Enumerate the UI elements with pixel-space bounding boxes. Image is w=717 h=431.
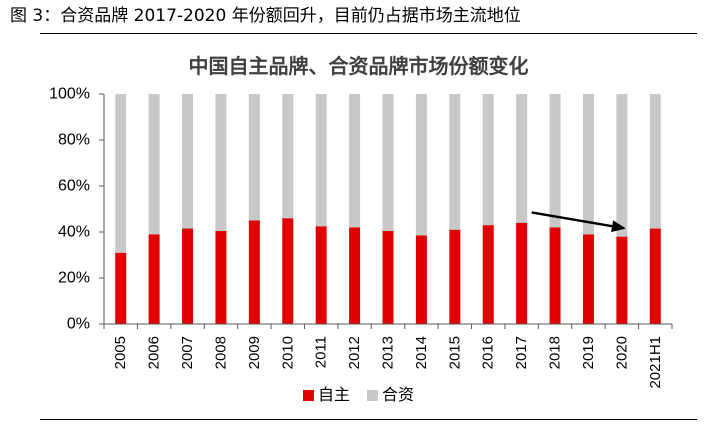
bar-domestic-2021H1 [649, 228, 661, 324]
y-tick-label: 0% [67, 316, 90, 333]
axes-group: 2005 2006 2007 2008 2009 2010 2011 2012 2013 2014… [49, 86, 673, 389]
y-tick-label: 60% [58, 178, 90, 195]
x-tick-label: 2011 [313, 336, 330, 368]
bar-joint-venture-2020 [616, 94, 628, 237]
bar-domestic-2009 [248, 220, 260, 324]
bar-joint-venture-2016 [482, 94, 494, 226]
bar-joint-venture-2015 [449, 94, 461, 230]
x-tick-label: 2005 [112, 336, 129, 369]
bar-domestic-2017 [516, 222, 528, 324]
bar-domestic-2019 [582, 234, 594, 324]
bar-domestic-2008 [215, 230, 227, 324]
bar-domestic-2016 [482, 225, 494, 324]
legend-label-domestic: 自主 [317, 384, 350, 404]
x-tick-label: 2020 [613, 336, 630, 369]
legend-swatch-joint-venture [367, 389, 379, 401]
bar-joint-venture-2014 [415, 94, 427, 236]
bar-domestic-2018 [549, 227, 561, 324]
legend: 自主 合资 [0, 384, 717, 405]
legend-swatch-domestic [302, 389, 314, 401]
legend-label-joint-venture: 合资 [382, 384, 415, 404]
x-tick-label: 2012 [346, 336, 363, 369]
bar-domestic-2005 [115, 252, 127, 324]
legend-item-domestic: 自主 [302, 384, 350, 405]
bar-joint-venture-2021H1 [649, 94, 661, 229]
y-tick-label: 40% [58, 224, 90, 241]
x-tick-label: 2006 [146, 336, 163, 369]
figure-caption: 图 3：合资品牌 2017-2020 年份额回升，目前仍占据市场主流地位 [10, 6, 521, 26]
legend-item-joint-venture: 合资 [367, 385, 414, 405]
x-tick-label: 2008 [212, 336, 229, 369]
x-tick-label: 2016 [480, 336, 497, 369]
bar-joint-venture-2013 [382, 94, 394, 231]
bar-joint-venture-2005 [115, 94, 127, 253]
bottom-rule [40, 419, 697, 420]
y-tick-label: 20% [58, 270, 90, 287]
bar-joint-venture-2012 [349, 94, 361, 228]
bar-joint-venture-2006 [148, 94, 160, 235]
x-tick-label: 2017 [513, 336, 530, 369]
x-tick-label: 2014 [413, 336, 430, 369]
bar-joint-venture-2017 [516, 94, 528, 223]
x-tick-label: 2010 [279, 336, 296, 369]
bar-domestic-2006 [148, 234, 160, 324]
bar-joint-venture-2007 [182, 94, 194, 229]
chart-title: 中国自主品牌、合资品牌市场份额变化 [188, 54, 529, 78]
x-tick-label: 2009 [246, 336, 263, 369]
x-tick-label: 2021H1 [647, 336, 664, 389]
y-tick-label: 100% [49, 86, 90, 103]
x-tick-label: 2018 [547, 336, 564, 369]
bar-domestic-2010 [282, 218, 294, 324]
bar-domestic-2013 [382, 230, 394, 324]
y-tick-label: 80% [58, 132, 90, 149]
bars-group [115, 94, 661, 324]
bar-joint-venture-2008 [215, 94, 227, 231]
bar-joint-venture-2010 [282, 94, 294, 219]
x-tick-label: 2019 [580, 336, 597, 369]
bar-domestic-2020 [616, 236, 628, 324]
bar-domestic-2007 [182, 228, 194, 324]
bar-joint-venture-2011 [315, 94, 327, 227]
bar-domestic-2015 [449, 229, 461, 324]
bar-domestic-2011 [315, 226, 327, 324]
x-tick-label: 2007 [179, 336, 196, 369]
bar-domestic-2014 [415, 235, 427, 324]
bar-joint-venture-2019 [582, 94, 594, 235]
bar-joint-venture-2018 [549, 94, 561, 228]
bar-domestic-2012 [349, 227, 361, 324]
bar-joint-venture-2009 [248, 94, 260, 221]
annotation-group [531, 211, 626, 233]
trend-arrow-line [531, 211, 613, 228]
trend-arrow-head [611, 220, 626, 233]
caption-rule [40, 33, 697, 34]
x-tick-label: 2013 [380, 336, 397, 369]
x-tick-label: 2015 [446, 336, 463, 369]
